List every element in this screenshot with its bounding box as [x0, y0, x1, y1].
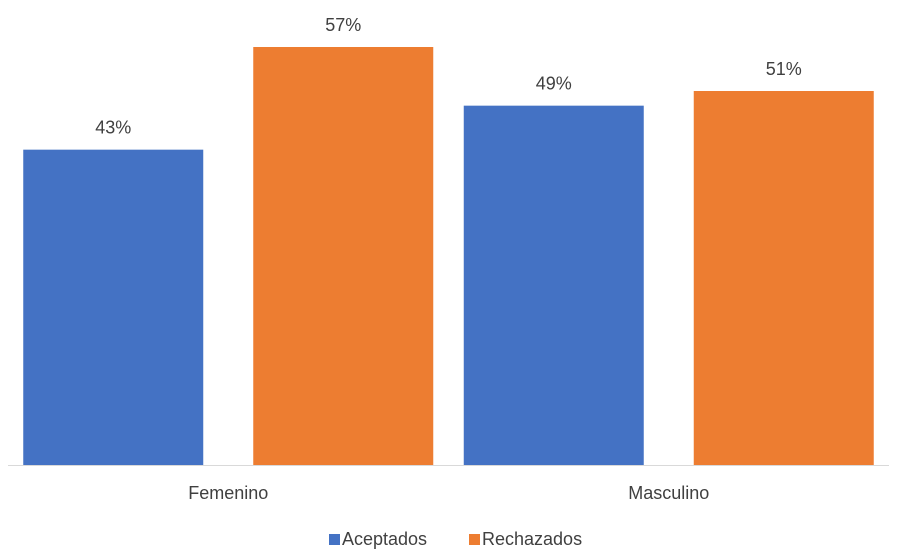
data-label-aceptados-masculino: 49%	[536, 74, 572, 94]
legend-label-rechazados: Rechazados	[482, 529, 582, 549]
bars-group	[23, 47, 874, 466]
bar-rechazados-masculino	[693, 91, 874, 465]
bar-aceptados-masculino	[463, 105, 644, 466]
legend-swatch-aceptados	[329, 534, 340, 545]
bar-rechazados-femenino	[253, 47, 434, 465]
data-label-aceptados-femenino: 43%	[95, 118, 131, 138]
legend-swatch-rechazados	[469, 534, 480, 545]
legend-label-aceptados: Aceptados	[342, 529, 427, 549]
category-labels-group: Femenino Masculino	[188, 483, 709, 503]
legend: Aceptados Rechazados	[329, 529, 582, 549]
data-label-rechazados-masculino: 51%	[766, 59, 802, 79]
data-labels-group: 43% 57% 49% 51%	[95, 15, 802, 138]
bar-aceptados-femenino	[23, 149, 204, 465]
category-label-femenino: Femenino	[188, 483, 268, 503]
category-label-masculino: Masculino	[628, 483, 709, 503]
data-label-rechazados-femenino: 57%	[325, 15, 361, 35]
